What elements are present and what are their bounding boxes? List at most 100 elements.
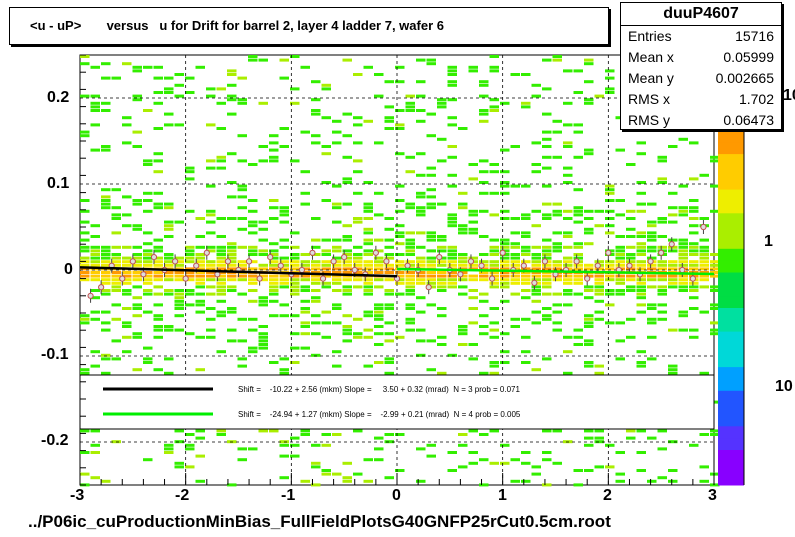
heatmap-cell — [573, 335, 583, 339]
heatmap-cell — [206, 245, 216, 249]
heatmap-cell — [510, 274, 520, 278]
heatmap-cell — [594, 292, 604, 296]
heatmap-cell — [143, 361, 153, 364]
heatmap-cell — [636, 181, 646, 184]
heatmap-cell — [164, 112, 174, 116]
heatmap-cell — [689, 249, 699, 253]
heatmap-cell — [363, 202, 373, 206]
heatmap-cell — [80, 314, 90, 318]
heatmap-cell — [374, 256, 384, 260]
heatmap-cell — [573, 91, 583, 94]
heatmap-cell — [206, 249, 216, 253]
heatmap-cell — [657, 159, 667, 163]
heatmap-cell — [90, 429, 100, 433]
heatmap-cell — [384, 361, 394, 364]
heatmap-cell — [90, 105, 100, 109]
heatmap-cell — [227, 267, 237, 271]
heatmap-cell — [689, 307, 699, 310]
heatmap-cell — [426, 202, 436, 206]
heatmap-cell — [185, 433, 195, 436]
heatmap-cell — [636, 303, 646, 307]
heatmap-cell — [290, 55, 300, 58]
heatmap-cell — [101, 145, 111, 148]
heatmap-cell — [122, 350, 132, 354]
heatmap-cell — [416, 195, 426, 199]
heatmap-cell — [80, 55, 90, 58]
heatmap-cell — [342, 134, 352, 138]
heatmap-cell — [479, 314, 489, 318]
heatmap-cell — [468, 69, 478, 73]
heatmap-cell — [531, 289, 541, 292]
heatmap-cell — [458, 253, 468, 256]
heatmap-cell — [164, 76, 174, 80]
heatmap-cell — [227, 263, 237, 267]
stats-label: RMS x — [628, 91, 670, 107]
heatmap-cell — [374, 94, 384, 98]
heatmap-cell — [279, 371, 289, 375]
heatmap-cell — [342, 267, 352, 271]
heatmap-cell — [111, 285, 121, 289]
heatmap-cell — [437, 98, 447, 102]
palette-cell — [718, 236, 744, 249]
heatmap-cell — [363, 278, 373, 282]
heatmap-cell — [185, 209, 195, 213]
heatmap-cell — [143, 253, 153, 256]
heatmap-cell — [563, 274, 573, 278]
heatmap-cell — [657, 303, 667, 307]
heatmap-cell — [174, 274, 184, 278]
heatmap-cell — [584, 343, 594, 346]
heatmap-cell — [479, 80, 489, 84]
heatmap-cell — [510, 217, 520, 220]
heatmap-cell — [458, 202, 468, 206]
heatmap-cell — [374, 238, 384, 242]
heatmap-cell — [626, 274, 636, 278]
heatmap-cell — [521, 73, 531, 76]
heatmap-cell — [248, 260, 258, 264]
heatmap-cell — [353, 267, 363, 271]
heatmap-cell — [437, 314, 447, 318]
heatmap-cell — [363, 181, 373, 184]
heatmap-cell — [678, 245, 688, 249]
heatmap-cell — [216, 433, 226, 436]
heatmap-cell — [342, 461, 352, 465]
heatmap-cell — [416, 80, 426, 84]
heatmap-cell — [237, 195, 247, 199]
heatmap-cell — [584, 267, 594, 271]
heatmap-cell — [164, 325, 174, 328]
profile-point — [499, 249, 506, 256]
heatmap-cell — [248, 58, 258, 62]
heatmap-cell — [636, 285, 646, 289]
heatmap-cell — [332, 202, 342, 206]
heatmap-cell — [605, 199, 615, 202]
y-tick-label: -0.2 — [41, 432, 69, 449]
heatmap-cell — [248, 253, 258, 256]
heatmap-cell — [279, 263, 289, 267]
heatmap-cell — [132, 69, 142, 73]
heatmap-cell — [605, 260, 615, 264]
heatmap-cell — [405, 271, 415, 274]
heatmap-cell — [521, 317, 531, 321]
heatmap-cell — [573, 278, 583, 282]
heatmap-cell — [647, 202, 657, 206]
heatmap-cell — [206, 335, 216, 339]
heatmap-cell — [563, 217, 573, 220]
heatmap-cell — [321, 260, 331, 264]
heatmap-cell — [237, 227, 247, 231]
heatmap-cell — [479, 274, 489, 278]
heatmap-cell — [605, 292, 615, 296]
heatmap-cell — [258, 274, 268, 278]
heatmap-cell — [290, 253, 300, 256]
heatmap-cell — [657, 317, 667, 321]
heatmap-cell — [374, 249, 384, 253]
heatmap-cell — [332, 184, 342, 188]
heatmap-cell — [542, 285, 552, 289]
heatmap-cell — [353, 141, 363, 145]
heatmap-cell — [563, 335, 573, 339]
palette-cell — [718, 224, 744, 237]
heatmap-cell — [395, 184, 405, 188]
heatmap-cell — [584, 98, 594, 102]
heatmap-cell — [521, 461, 531, 465]
heatmap-cell — [300, 274, 310, 278]
heatmap-cell — [153, 152, 163, 156]
heatmap-cell — [657, 476, 667, 480]
